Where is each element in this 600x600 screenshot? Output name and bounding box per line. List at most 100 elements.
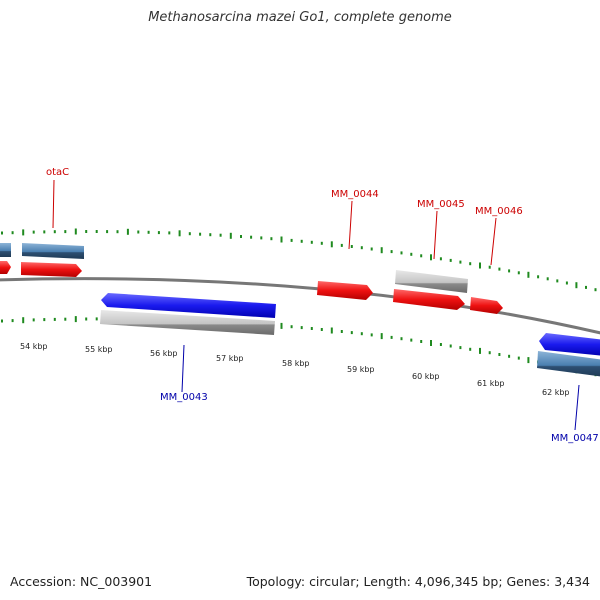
tick-minor bbox=[469, 262, 472, 266]
accession-label: Accession: bbox=[10, 574, 77, 589]
tick-major bbox=[430, 254, 432, 261]
gene-forward-otac[interactable] bbox=[21, 262, 82, 277]
feature-steel-left-1[interactable] bbox=[0, 243, 11, 257]
tick-major bbox=[527, 271, 530, 278]
gene-reverse-mm0043[interactable] bbox=[101, 293, 276, 318]
tick-minor bbox=[537, 275, 540, 279]
ruler-label: 62 kbp bbox=[542, 388, 570, 397]
tick-major bbox=[74, 316, 77, 323]
tick-minor bbox=[400, 251, 403, 255]
tick-minor bbox=[594, 288, 597, 292]
tick-major bbox=[74, 228, 77, 235]
gene-label-mm0046[interactable]: MM_0046 bbox=[475, 206, 523, 217]
feature-steel-left-2[interactable] bbox=[22, 243, 84, 259]
length-value: 4,096,345 bp bbox=[414, 574, 499, 589]
tick-minor bbox=[370, 247, 373, 251]
ruler-label: 55 kbp bbox=[85, 345, 113, 354]
tick-minor bbox=[400, 337, 403, 341]
tick-minor bbox=[116, 230, 119, 234]
tick-minor bbox=[137, 230, 140, 234]
tick-minor bbox=[32, 318, 35, 322]
tick-minor bbox=[106, 230, 109, 234]
tick-minor bbox=[310, 240, 313, 244]
tick-minor bbox=[1, 231, 3, 235]
ruler-label: 59 kbp bbox=[347, 365, 375, 374]
gene-labels: otaC MM_0044 MM_0045 MM_0046 MM_0043 MM_… bbox=[46, 167, 599, 444]
tick-minor bbox=[168, 231, 171, 235]
tick-minor bbox=[517, 271, 520, 275]
gene-label-mm0045[interactable]: MM_0045 bbox=[417, 199, 465, 210]
tick-minor bbox=[350, 331, 353, 335]
tick-major bbox=[527, 357, 530, 364]
tick-minor bbox=[32, 230, 35, 234]
ruler-label: 61 kbp bbox=[477, 379, 505, 388]
tick-minor bbox=[290, 238, 293, 242]
tick-minor bbox=[585, 285, 587, 289]
ruler-label: 56 kbp bbox=[150, 349, 178, 358]
ruler-label: 57 kbp bbox=[216, 354, 244, 363]
tick-minor bbox=[260, 236, 263, 240]
tick-minor bbox=[1, 319, 3, 323]
genes-label: Genes: bbox=[506, 574, 551, 589]
tick-minor bbox=[209, 233, 212, 237]
tick-minor bbox=[340, 330, 343, 333]
tick-major bbox=[22, 317, 25, 324]
gene-forward-mm0046[interactable] bbox=[470, 297, 503, 314]
genome-backbone bbox=[0, 277, 600, 335]
page-title: Methanosarcina mazei Go1, complete genom… bbox=[148, 10, 452, 25]
gene-reverse-mm0047[interactable] bbox=[539, 333, 600, 356]
tick-minor bbox=[250, 235, 253, 239]
tick-minor bbox=[310, 327, 313, 330]
feature-gray-mm0043[interactable] bbox=[100, 310, 275, 335]
tick-minor bbox=[240, 235, 242, 238]
tick-minor bbox=[410, 252, 413, 256]
accession-value: NC_003901 bbox=[80, 574, 153, 589]
tick-major bbox=[575, 282, 578, 289]
tick-major bbox=[380, 247, 383, 254]
tick-major bbox=[22, 229, 25, 236]
tick-minor bbox=[290, 325, 293, 329]
tick-minor bbox=[488, 265, 491, 269]
ruler-label: 60 kbp bbox=[412, 372, 440, 381]
tick-minor bbox=[508, 269, 511, 273]
tick-minor bbox=[300, 239, 303, 243]
gene-label-mm0043[interactable]: MM_0043 bbox=[160, 392, 208, 403]
gene-label-mm0047[interactable]: MM_0047 bbox=[551, 433, 599, 444]
gene-forward-mm0044[interactable] bbox=[317, 281, 373, 300]
tick-minor bbox=[459, 346, 462, 350]
tick-minor bbox=[410, 338, 413, 342]
feature-steel-mm0047[interactable] bbox=[537, 351, 600, 377]
length-label: Length: bbox=[363, 574, 411, 589]
tick-minor bbox=[64, 317, 67, 321]
tick-minor bbox=[449, 258, 452, 262]
gene-forward-mm0045[interactable] bbox=[393, 289, 465, 310]
tick-major bbox=[229, 232, 232, 239]
tick-minor bbox=[517, 356, 520, 360]
gene-label-otac[interactable]: otaC bbox=[46, 167, 69, 178]
tick-minor bbox=[449, 344, 452, 348]
tick-minor bbox=[350, 245, 353, 248]
tick-minor bbox=[53, 230, 56, 234]
tick-minor bbox=[85, 317, 88, 321]
gene-label-mm0044[interactable]: MM_0044 bbox=[331, 189, 379, 200]
tick-major bbox=[126, 228, 129, 235]
tick-minor bbox=[420, 254, 423, 258]
feature-gray-mm0045[interactable] bbox=[395, 270, 468, 293]
tick-minor bbox=[157, 231, 160, 235]
tick-major bbox=[330, 241, 333, 248]
tick-minor bbox=[439, 257, 442, 261]
ruler-labels: 54 kbp 55 kbp 56 kbp 57 kbp 58 kbp 59 kb… bbox=[20, 342, 570, 397]
tick-minor bbox=[390, 250, 393, 254]
genes-value: 3,434 bbox=[554, 574, 590, 589]
topology-label: Topology: bbox=[246, 574, 306, 589]
gene-forward-left[interactable] bbox=[0, 261, 11, 274]
tick-major bbox=[430, 340, 432, 346]
outer-tick-row bbox=[1, 228, 597, 292]
tick-minor bbox=[459, 260, 462, 264]
tick-minor bbox=[85, 230, 88, 233]
tick-minor bbox=[11, 231, 14, 235]
tick-minor bbox=[565, 281, 568, 285]
tick-minor bbox=[95, 317, 98, 321]
tick-minor bbox=[199, 232, 202, 236]
